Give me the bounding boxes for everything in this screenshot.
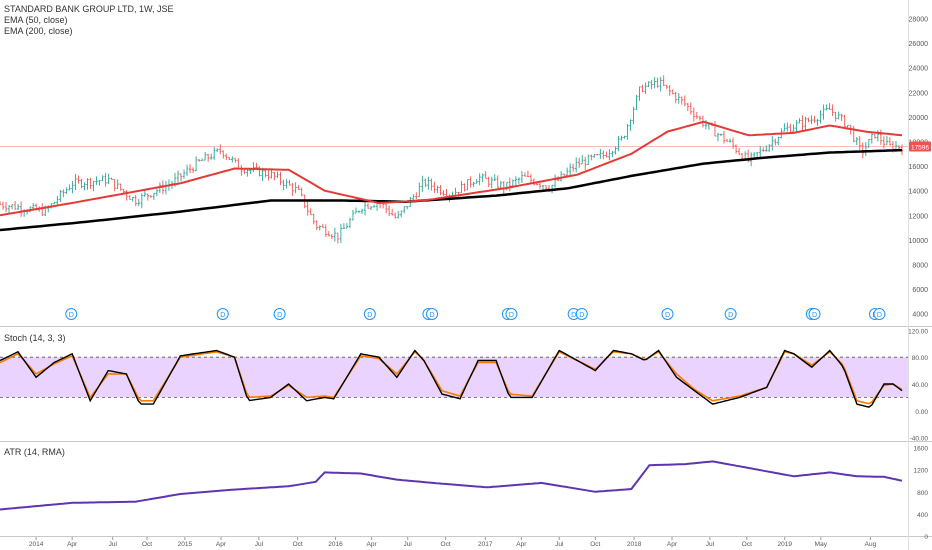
time-axis-tick: 2019 — [778, 541, 793, 548]
time-axis-tick: Apr — [67, 541, 78, 548]
dividend-marker-label: D — [277, 312, 282, 319]
time-axis-tick: 2016 — [328, 541, 343, 548]
time-axis-tick: Oct — [742, 541, 752, 548]
time-axis-tick: Oct — [441, 541, 451, 548]
time-axis-tick: 2015 — [178, 541, 193, 548]
time-axis-tick: 2014 — [29, 541, 44, 548]
stoch-legend: Stoch (14, 3, 3) — [4, 333, 66, 344]
price-axis-tick: 26000 — [909, 41, 929, 48]
time-axis-tick: Apr — [216, 541, 227, 548]
stoch-axis-tick: 40.00 — [912, 382, 929, 389]
time-axis-tick: Oct — [142, 541, 152, 548]
price-axis-tick: 20000 — [909, 115, 929, 122]
time-axis-tick: 2017 — [478, 541, 493, 548]
dividend-marker-label: D — [665, 312, 670, 319]
ema200-line — [0, 148, 903, 232]
dividend-marker-label: D — [220, 312, 225, 319]
dividend-marker — [873, 308, 886, 320]
time-axis-tick: 2018 — [627, 541, 642, 548]
time-axis-tick: Jul — [706, 541, 715, 548]
ema200-label: EMA (200, close) — [4, 26, 73, 36]
price-axis-tick: 22000 — [909, 90, 929, 97]
price-axis-tick: 12000 — [909, 213, 929, 220]
dividend-marker — [661, 308, 674, 320]
stoch-axis-tick: 120.00 — [908, 328, 928, 335]
price-axis-tick: 8000 — [912, 262, 928, 269]
time-axis-tick: May — [815, 541, 828, 548]
stoch-label: Stoch (14, 3, 3) — [4, 333, 66, 343]
dividend-marker-label: D — [812, 312, 817, 319]
atr-line — [0, 460, 903, 511]
last-price-tag — [909, 141, 931, 152]
price-axis-tick: 28000 — [909, 16, 929, 23]
time-axis-tick: Apr — [367, 541, 378, 548]
symbol-label: STANDARD BANK GROUP LTD, 1W, JSE — [4, 4, 174, 14]
time-axis-tick: Oct — [590, 541, 600, 548]
dividend-marker — [65, 308, 78, 320]
time-axis-tick: Aug — [865, 541, 877, 548]
time-axis-tick: Jul — [109, 541, 118, 548]
stoch-axis-tick: 80.00 — [912, 355, 929, 362]
dividend-marker — [363, 308, 376, 320]
last-price-label: 17596 — [911, 144, 929, 151]
dividend-marker-label: D — [571, 312, 576, 319]
dividend-marker — [808, 308, 821, 320]
atr-axis-tick: 1600 — [914, 446, 929, 453]
dividend-marker-label: D — [367, 312, 372, 319]
atr-axis-tick: 400 — [917, 512, 928, 519]
dividend-marker — [575, 308, 588, 320]
stoch-axis-tick: 0.00 — [915, 409, 928, 416]
dividend-marker — [216, 308, 229, 320]
time-axis-tick: Oct — [293, 541, 303, 548]
time-axis-tick: Jul — [555, 541, 564, 548]
atr-legend: ATR (14, RMA) — [4, 447, 65, 458]
dividend-marker-label: D — [430, 312, 435, 319]
dividend-marker — [273, 308, 286, 320]
stoch-k-line — [0, 349, 903, 408]
price-axis-tick: 24000 — [909, 66, 929, 73]
dividend-marker-label: D — [509, 312, 514, 319]
price-axis-tick: 4000 — [912, 312, 928, 319]
price-axis-tick: 10000 — [909, 238, 929, 245]
atr-label: ATR (14, RMA) — [4, 447, 65, 457]
time-axis-tick: Apr — [516, 541, 527, 548]
dividend-marker-label: D — [69, 312, 74, 319]
dividend-marker — [426, 308, 439, 320]
ema50-line — [0, 120, 903, 217]
dividend-marker-label: D — [728, 312, 733, 319]
time-axis-tick: Apr — [667, 541, 678, 548]
time-axis-tick: Jul — [404, 541, 413, 548]
price-axis-tick: 6000 — [912, 287, 928, 294]
dividend-marker — [724, 308, 737, 320]
price-axis-tick: 16000 — [909, 164, 929, 171]
atr-axis-tick: 800 — [917, 490, 928, 497]
dividend-marker-label: D — [877, 312, 882, 319]
ema50-label: EMA (50, close) — [4, 15, 68, 25]
atr-axis-tick: 0 — [924, 534, 928, 541]
price-legend: STANDARD BANK GROUP LTD, 1W, JSE EMA (50… — [4, 4, 174, 37]
time-axis-tick: Jul — [255, 541, 264, 548]
stoch-axis-tick: -40.00 — [910, 436, 929, 443]
price-axis-tick: 14000 — [909, 189, 929, 196]
dividend-marker-label: D — [579, 312, 584, 319]
dividend-marker — [505, 308, 518, 320]
atr-axis-tick: 1200 — [914, 468, 929, 475]
